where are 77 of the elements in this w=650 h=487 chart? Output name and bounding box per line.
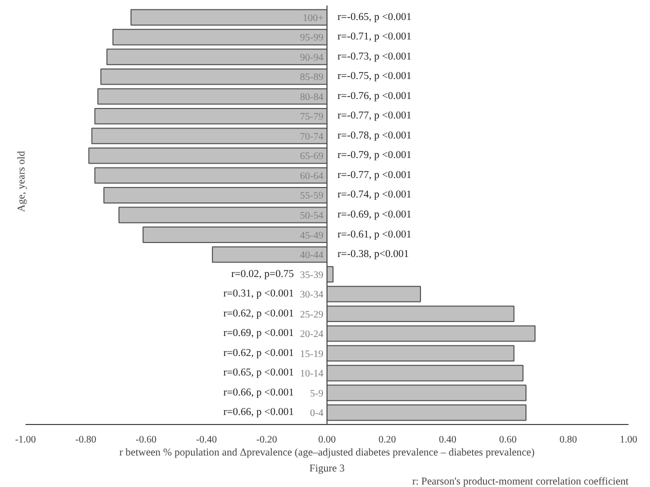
y-tick-label: 5-9 [310,388,324,400]
data-label: r=-0.75, p <0.001 [338,71,412,82]
x-tick-label: 1.00 [620,434,638,446]
y-tick-label: 80-84 [300,92,324,103]
y-tick-label: 40-44 [300,250,324,262]
data-label: r=-0.71, p <0.001 [338,32,412,43]
bar [88,148,328,164]
y-tick-label: 45-49 [300,230,324,242]
y-tick-label: 95-99 [300,32,324,44]
y-tick-label: 100+ [302,12,324,24]
bar [130,9,328,26]
data-label: r=0.66, p <0.001 [223,387,294,398]
text: r: Pearson's product-moment correlation coefficient [412,476,629,487]
bar [326,345,514,362]
data-label: r=0.62, p <0.001 [223,348,294,359]
bar [118,206,328,224]
data-label: r=0.62, p <0.001 [223,308,294,320]
data-label: r=-0.73, p <0.001 [338,51,412,62]
y-tick-label: 55-59 [300,190,324,202]
x-axis-title: r between % population and Δprevalence (age–adjusted diabetes prevalence – diabetes prevalence) [119,448,536,458]
data-label: r=-0.65, p <0.001 [338,12,412,23]
y-tick-label: 90-94 [300,52,324,64]
bar [142,226,328,243]
data-label: r=-0.69, p <0.001 [338,210,412,220]
data-label: r=0.02, p=0.75 [231,268,294,280]
data-label: r=-0.61, p <0.001 [338,229,412,240]
bar [94,108,328,124]
x-tick-label: 0.80 [559,434,577,446]
y-axis-title: Age, years old [16,150,28,212]
data-label: r=-0.79, p <0.001 [338,150,412,162]
bar [326,384,526,402]
x-tick-label: -1.00 [15,434,36,446]
data-label: r=-0.76, p <0.001 [338,90,412,102]
x-tick-label: 0.40 [438,434,456,446]
y-tick-label: 65-69 [300,151,324,162]
bar [326,325,536,342]
data-label: r=0.69, p <0.001 [223,328,294,340]
data-label: r=-0.38, p<0.001 [338,249,409,260]
x-tick-label: 0.00 [318,434,336,446]
data-label: r=-0.74, p <0.001 [338,190,412,201]
bar [326,364,524,382]
y-tick-label: 75-79 [300,112,324,123]
y-tick-label: 85-89 [300,72,324,84]
y-tick-label: 60-64 [300,170,324,182]
bar [106,48,328,66]
caption: Figure 3 [309,464,345,474]
y-tick-label: 70-74 [300,131,324,142]
bar [112,28,328,46]
data-label: r=0.66, p <0.001 [223,407,294,418]
y-tick-label: 20-24 [300,329,324,340]
bar [97,88,328,105]
y-tick-label: 15-19 [300,348,324,360]
bar [94,167,328,184]
y-tick-label: 35-39 [300,270,324,281]
bar [326,306,514,322]
y-tick-label: 0-4 [310,408,324,420]
x-tick-label: -0.80 [75,434,96,446]
bar [103,187,328,204]
bar [91,128,328,144]
x-tick-label: 0.20 [378,434,396,446]
data-label: r=-0.77, p <0.001 [338,170,412,181]
x-tick-label: -0.60 [136,434,157,446]
x-tick-label: -0.20 [256,434,278,446]
data-label: r=-0.78, p <0.001 [338,130,412,142]
data-label: r=0.65, p <0.001 [223,368,294,379]
bar [212,246,328,263]
y-tick-label: 50-54 [300,210,324,222]
bar [100,68,328,85]
data-label: r=0.31, p <0.001 [223,288,294,300]
x-tick-label: 0.60 [499,434,517,446]
bar [326,404,526,421]
x-tick-label: -0.40 [196,434,217,446]
y-tick-label: 25-29 [300,309,324,320]
y-tick-label: 30-34 [300,290,324,301]
bar [326,286,421,302]
y-tick-label: 10-14 [300,368,324,380]
data-label: r=-0.77, p <0.001 [338,110,412,122]
